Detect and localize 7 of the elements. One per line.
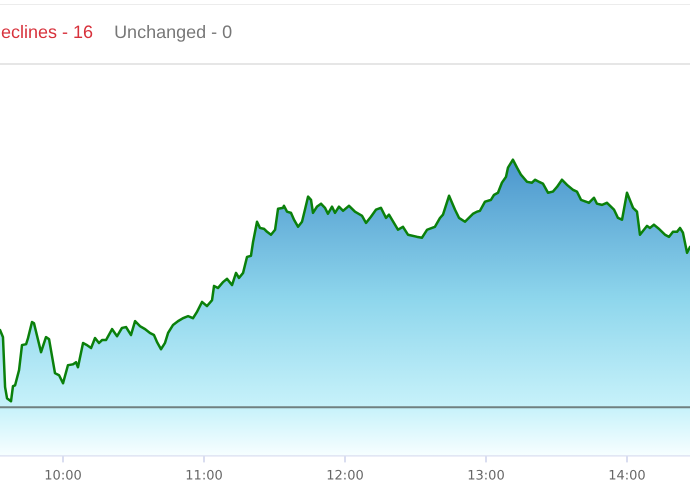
text: Unchanged - 0 xyxy=(114,22,232,42)
x-tick-label: 11:00 xyxy=(185,468,223,484)
x-tick-label: 14:00 xyxy=(608,468,646,484)
x-tick-label: 13:00 xyxy=(467,468,505,484)
x-tick-label: 10:00 xyxy=(44,468,82,484)
x-tick-label: 12:00 xyxy=(326,468,364,484)
text: eclines - 16 xyxy=(1,22,94,42)
